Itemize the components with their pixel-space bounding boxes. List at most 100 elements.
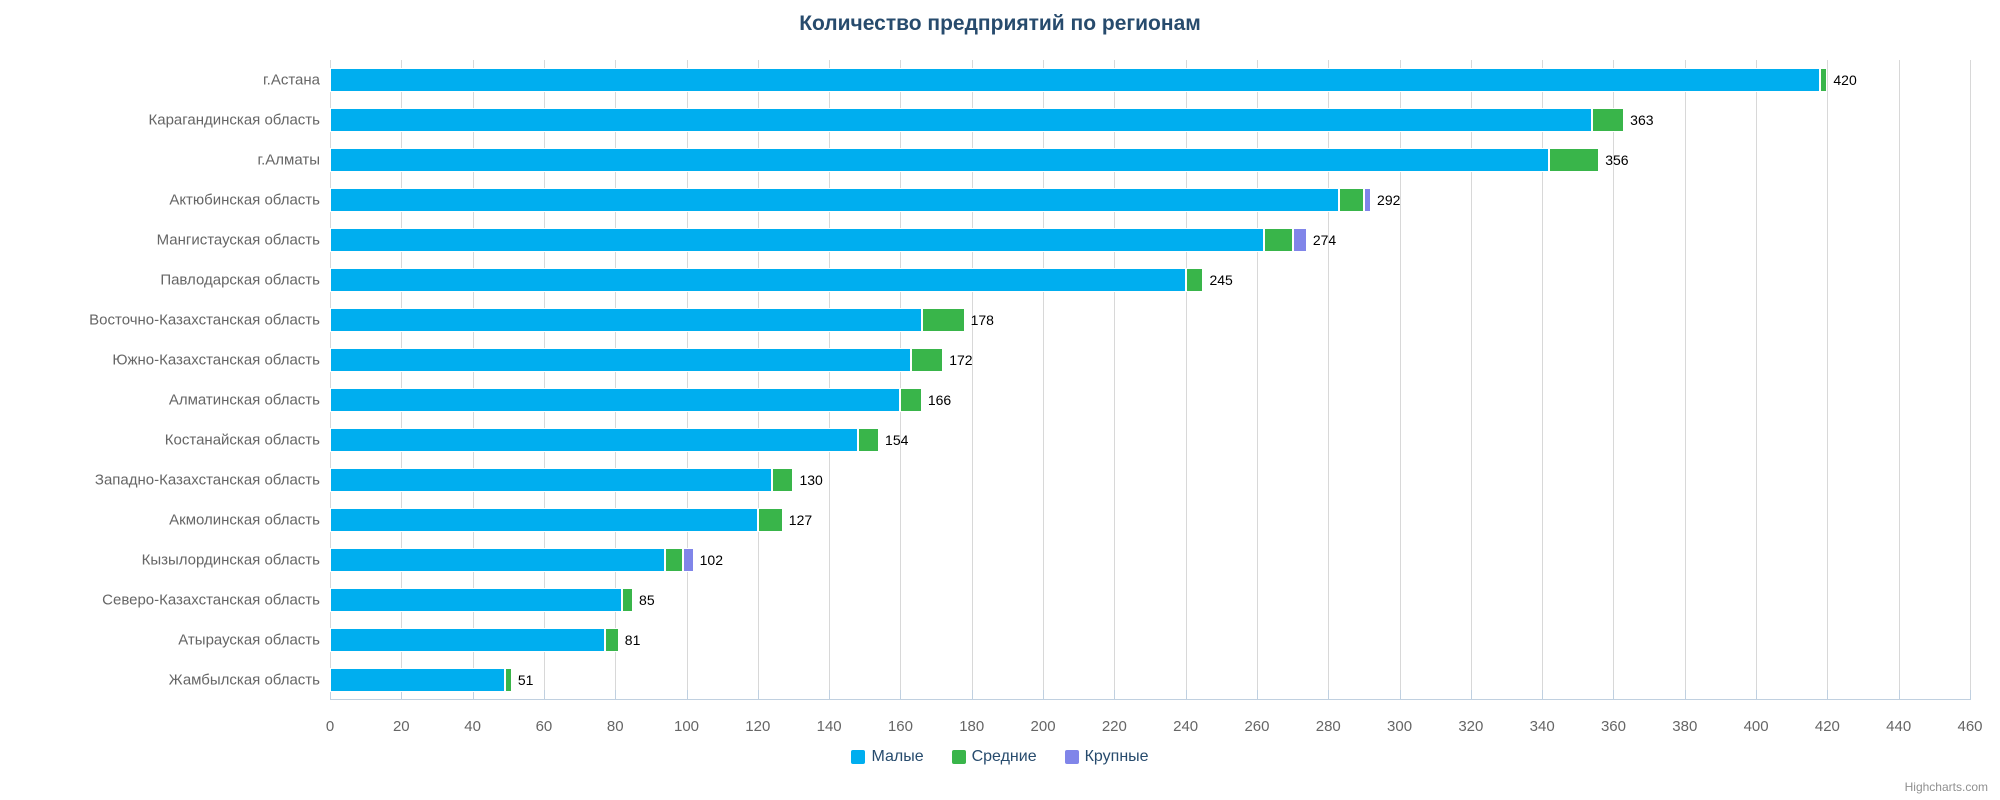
bar-segment[interactable] <box>683 548 694 572</box>
bar-segment[interactable] <box>330 348 911 372</box>
bar-segment[interactable] <box>330 188 1339 212</box>
category-label: г.Астана <box>10 72 320 89</box>
stack-total-label: 274 <box>1313 232 1336 248</box>
axis-tick-label: 200 <box>1031 718 1056 735</box>
axis-tick-label: 120 <box>745 718 770 735</box>
bar-segment[interactable] <box>1186 268 1204 292</box>
bar-segment[interactable] <box>772 468 793 492</box>
category-label: Жамбылская область <box>10 672 320 689</box>
axis-tick-label: 280 <box>1316 718 1341 735</box>
category-label: Атырауская область <box>10 632 320 649</box>
legend-swatch-icon <box>952 750 966 764</box>
bar-segment[interactable] <box>330 68 1820 92</box>
chart-container: Количество предприятий по регионам 02040… <box>0 0 2000 800</box>
axis-tick-label: 360 <box>1601 718 1626 735</box>
bar-segment[interactable] <box>1364 188 1371 212</box>
bar-segment[interactable] <box>900 388 921 412</box>
bar-segment[interactable] <box>330 428 858 452</box>
stack-total-label: 81 <box>625 632 641 648</box>
bar-segment[interactable] <box>330 508 758 532</box>
chart-title: Количество предприятий по регионам <box>0 12 2000 36</box>
bar-segment[interactable] <box>758 508 783 532</box>
axis-tick-label: 260 <box>1244 718 1269 735</box>
stack-total-label: 245 <box>1209 272 1232 288</box>
bar-segment[interactable] <box>330 388 900 412</box>
bar-segment[interactable] <box>330 628 605 652</box>
gridline <box>1827 60 1828 700</box>
stack-total-label: 172 <box>949 352 972 368</box>
bar-segment[interactable] <box>330 268 1186 292</box>
bar-segment[interactable] <box>858 428 879 452</box>
bar-segment[interactable] <box>330 228 1264 252</box>
bar-segment[interactable] <box>330 148 1549 172</box>
plot-area: 0204060801001201401601802002202402602803… <box>330 60 1970 700</box>
category-label: Кызылординская область <box>10 552 320 569</box>
axis-tick-label: 440 <box>1886 718 1911 735</box>
bar-segment[interactable] <box>330 468 772 492</box>
legend-item[interactable]: Средние <box>952 748 1037 766</box>
stack-total-label: 154 <box>885 432 908 448</box>
bar-segment[interactable] <box>922 308 965 332</box>
stack-total-label: 102 <box>700 552 723 568</box>
stack-total-label: 127 <box>789 512 812 528</box>
bar-segment[interactable] <box>330 548 665 572</box>
stack-total-label: 420 <box>1833 72 1856 88</box>
axis-tick-label: 320 <box>1458 718 1483 735</box>
axis-tick-label: 20 <box>393 718 410 735</box>
credits-link[interactable]: Highcharts.com <box>1905 780 1988 794</box>
x-axis-line <box>330 699 1970 700</box>
axis-tick-label: 140 <box>817 718 842 735</box>
stack-total-label: 292 <box>1377 192 1400 208</box>
axis-tick-label: 100 <box>674 718 699 735</box>
category-label: Северо-Казахстанская область <box>10 592 320 609</box>
gridline <box>1899 60 1900 700</box>
bar-segment[interactable] <box>1820 68 1827 92</box>
gridline <box>1756 60 1757 700</box>
category-label: Карагандинская область <box>10 112 320 129</box>
bar-segment[interactable] <box>605 628 619 652</box>
bar-segment[interactable] <box>505 668 512 692</box>
axis-tick-label: 340 <box>1530 718 1555 735</box>
bar-segment[interactable] <box>622 588 633 612</box>
category-label: Восточно-Казахстанская область <box>10 312 320 329</box>
bar-segment[interactable] <box>1549 148 1599 172</box>
axis-tick-label: 160 <box>888 718 913 735</box>
stack-total-label: 166 <box>928 392 951 408</box>
category-label: Западно-Казахстанская область <box>10 472 320 489</box>
axis-tick-label: 40 <box>464 718 481 735</box>
stack-total-label: 85 <box>639 592 655 608</box>
bar-segment[interactable] <box>330 308 922 332</box>
bar-segment[interactable] <box>1293 228 1307 252</box>
bar-segment[interactable] <box>1339 188 1364 212</box>
axis-tick-label: 380 <box>1672 718 1697 735</box>
bar-segment[interactable] <box>665 548 683 572</box>
stack-total-label: 356 <box>1605 152 1628 168</box>
legend-label: Средние <box>972 748 1037 766</box>
stack-total-label: 363 <box>1630 112 1653 128</box>
category-label: Акмолинская область <box>10 512 320 529</box>
axis-tick-label: 180 <box>959 718 984 735</box>
legend-item[interactable]: Малые <box>851 748 923 766</box>
category-label: Южно-Казахстанская область <box>10 352 320 369</box>
bar-segment[interactable] <box>1264 228 1293 252</box>
axis-tick-label: 240 <box>1173 718 1198 735</box>
gridline <box>1970 60 1971 700</box>
stack-total-label: 178 <box>971 312 994 328</box>
category-label: Актюбинская область <box>10 192 320 209</box>
bar-segment[interactable] <box>330 668 505 692</box>
bar-segment[interactable] <box>330 108 1592 132</box>
category-label: Павлодарская область <box>10 272 320 289</box>
bar-segment[interactable] <box>330 588 622 612</box>
legend-swatch-icon <box>1065 750 1079 764</box>
category-label: Мангистауская область <box>10 232 320 249</box>
category-label: Алматинская область <box>10 392 320 409</box>
bar-segment[interactable] <box>1592 108 1624 132</box>
bar-segment[interactable] <box>911 348 943 372</box>
legend-item[interactable]: Крупные <box>1065 748 1149 766</box>
legend-swatch-icon <box>851 750 865 764</box>
axis-tick-label: 460 <box>1957 718 1982 735</box>
axis-tick-label: 220 <box>1102 718 1127 735</box>
axis-tick-label: 300 <box>1387 718 1412 735</box>
axis-tick-label: 0 <box>326 718 334 735</box>
legend: Малые Средние Крупные <box>0 748 2000 766</box>
